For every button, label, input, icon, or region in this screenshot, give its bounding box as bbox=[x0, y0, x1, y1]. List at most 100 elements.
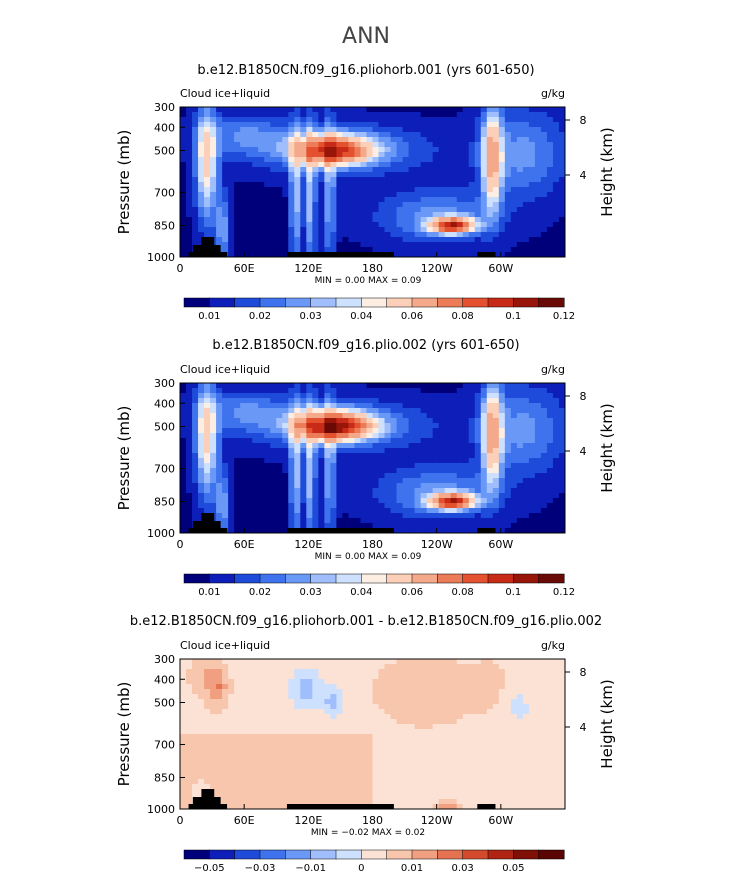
heatmap-cell bbox=[558, 448, 566, 454]
heatmap-cell bbox=[408, 157, 416, 163]
heatmap-cell bbox=[456, 398, 464, 404]
heatmap-cell bbox=[258, 157, 265, 163]
heatmap-cell bbox=[258, 684, 265, 690]
heatmap-cell bbox=[384, 383, 391, 389]
heatmap-cell bbox=[372, 694, 379, 700]
heatmap-cell bbox=[366, 393, 373, 399]
heatmap-cell bbox=[534, 187, 542, 193]
heatmap-cell bbox=[282, 423, 289, 429]
heatmap-cell bbox=[450, 488, 458, 494]
heatmap-cell bbox=[360, 659, 367, 665]
heatmap-cell bbox=[264, 413, 271, 419]
heatmap-cell bbox=[462, 167, 470, 173]
heatmap-cell bbox=[528, 192, 536, 198]
heatmap-cell bbox=[558, 192, 566, 198]
heatmap-cell bbox=[558, 483, 566, 489]
heatmap-cell bbox=[282, 428, 289, 434]
heatmap-cell bbox=[324, 242, 331, 248]
heatmap-cell bbox=[240, 162, 247, 168]
heatmap-cell bbox=[366, 217, 373, 223]
heatmap-cell bbox=[246, 172, 253, 178]
heatmap-cell bbox=[246, 177, 253, 183]
heatmap-cell bbox=[366, 423, 373, 429]
heatmap-cell bbox=[492, 473, 500, 479]
heatmap-cell bbox=[198, 443, 205, 449]
heatmap-cell bbox=[552, 458, 560, 464]
heatmap-cell bbox=[498, 222, 506, 228]
heatmap-cell bbox=[444, 448, 452, 454]
heatmap-cell bbox=[510, 498, 518, 504]
heatmap-cell bbox=[450, 523, 458, 529]
heatmap-cell bbox=[240, 528, 247, 534]
heatmap-cell bbox=[282, 784, 289, 790]
heatmap-cell bbox=[486, 222, 494, 228]
heatmap-cell bbox=[510, 192, 518, 198]
heatmap-cell bbox=[534, 423, 542, 429]
heatmap-cell bbox=[306, 659, 313, 665]
heatmap-cell bbox=[396, 132, 403, 138]
y-tick-label: 1000 bbox=[147, 251, 175, 264]
heatmap-cell bbox=[420, 197, 428, 203]
heatmap-cell bbox=[180, 513, 187, 519]
heatmap-cell bbox=[366, 794, 373, 800]
heatmap-cell bbox=[348, 122, 355, 128]
heatmap-cell bbox=[372, 724, 379, 730]
heatmap-cell bbox=[396, 473, 403, 479]
heatmap-cell bbox=[324, 694, 331, 700]
heatmap-cell bbox=[306, 724, 313, 730]
heatmap-cell bbox=[330, 187, 337, 193]
heatmap-cell bbox=[186, 137, 193, 143]
heatmap-cell bbox=[186, 212, 193, 218]
heatmap-cell bbox=[240, 473, 247, 479]
heatmap-cell bbox=[216, 137, 223, 143]
heatmap-cell bbox=[552, 383, 560, 389]
heatmap-cell bbox=[288, 724, 295, 730]
heatmap-cell bbox=[264, 127, 271, 133]
heatmap-cell bbox=[210, 112, 217, 118]
heatmap-cell bbox=[210, 207, 217, 213]
colorbar-swatch bbox=[234, 297, 261, 308]
heatmap-cell bbox=[300, 242, 307, 248]
heatmap-cell bbox=[486, 408, 494, 414]
heatmap-cell bbox=[186, 518, 193, 524]
y-tick-label: 700 bbox=[154, 187, 175, 200]
heatmap-cell bbox=[456, 463, 464, 469]
heatmap-cell bbox=[408, 182, 416, 188]
heatmap-cell bbox=[330, 157, 337, 163]
heatmap-cell bbox=[372, 739, 379, 745]
heatmap-cell bbox=[330, 659, 337, 665]
heatmap-cell bbox=[420, 408, 428, 414]
heatmap-cell bbox=[270, 403, 277, 409]
heatmap-cell bbox=[246, 734, 253, 740]
heatmap-cell bbox=[426, 122, 434, 128]
heatmap-cell bbox=[420, 212, 428, 218]
heatmap-cell bbox=[378, 232, 385, 238]
heatmap-cell bbox=[204, 227, 211, 233]
heatmap-cell bbox=[546, 157, 554, 163]
heatmap-cell bbox=[336, 398, 343, 404]
heatmap-cell bbox=[186, 127, 193, 133]
heatmap-cell bbox=[306, 247, 313, 253]
heatmap-cell bbox=[204, 488, 211, 494]
heatmap-cell bbox=[282, 458, 289, 464]
colorbar: 0.01 0.02 0.03 0.04 0.06 0.08 0.1 0.12 bbox=[183, 297, 575, 322]
heatmap-cell bbox=[234, 187, 241, 193]
heatmap-cell bbox=[318, 513, 325, 519]
heatmap-cell bbox=[378, 388, 385, 394]
heatmap-cell bbox=[558, 202, 566, 208]
heatmap-cell bbox=[246, 674, 253, 680]
heatmap-cell bbox=[522, 127, 530, 133]
heatmap-cell bbox=[222, 734, 229, 740]
heatmap-cell bbox=[390, 192, 397, 198]
heatmap-cell bbox=[360, 739, 367, 745]
heatmap-cell bbox=[306, 749, 313, 755]
heatmap-cell bbox=[528, 237, 536, 243]
heatmap-cell bbox=[210, 137, 217, 143]
heatmap-cell bbox=[438, 187, 446, 193]
heatmap-cell bbox=[354, 794, 361, 800]
heatmap-cell bbox=[294, 719, 301, 725]
heatmap-cell bbox=[414, 222, 422, 228]
heatmap-cell bbox=[450, 167, 458, 173]
heatmap-cell bbox=[552, 192, 560, 198]
heatmap-cell bbox=[372, 498, 379, 504]
